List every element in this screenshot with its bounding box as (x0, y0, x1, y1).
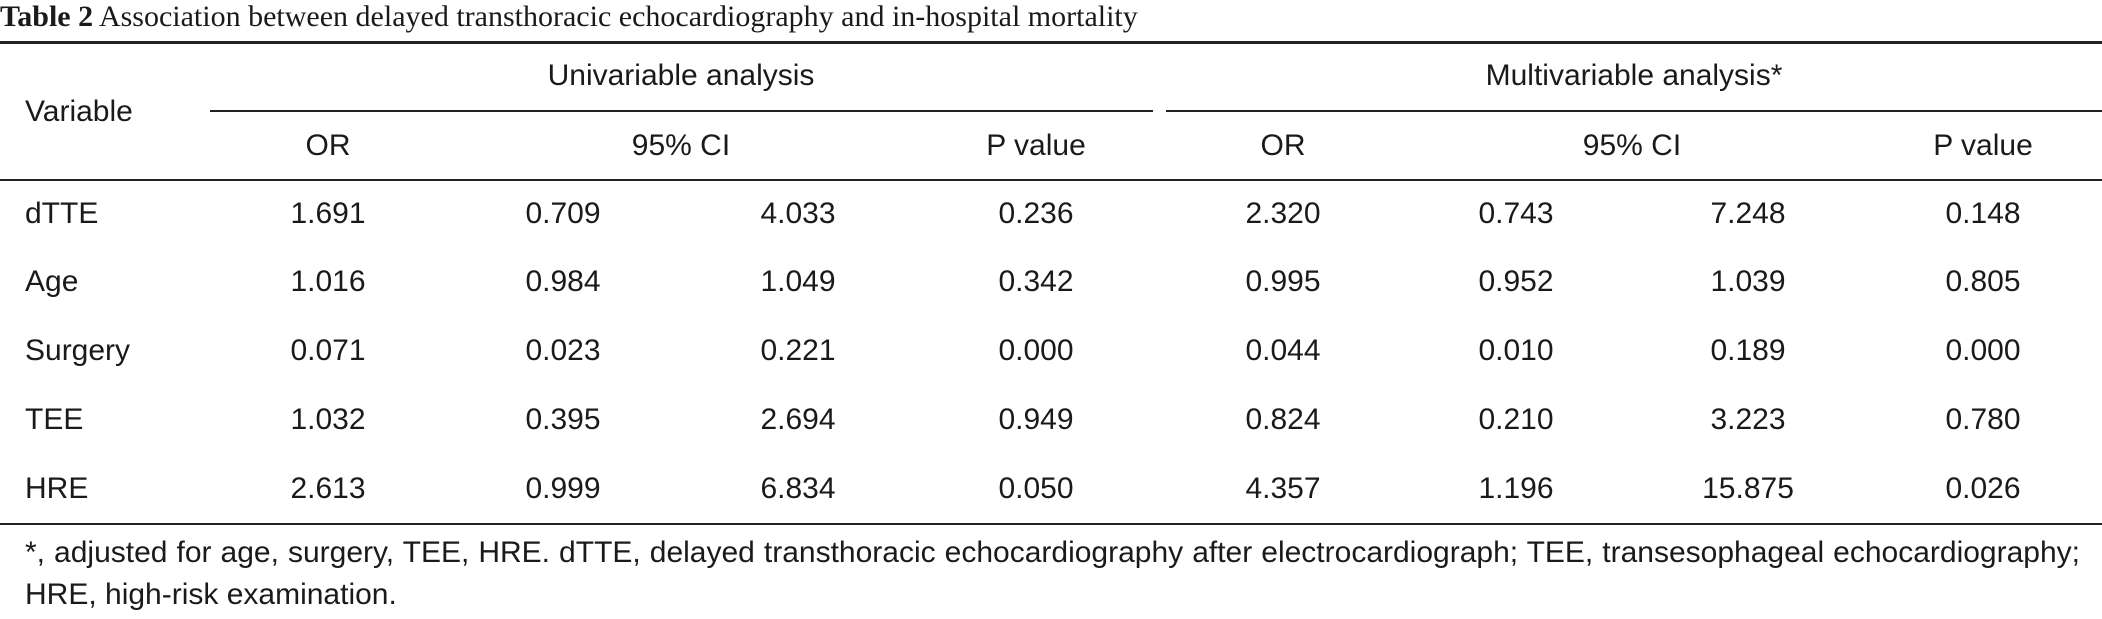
cell-multi-p: 0.000 (1945, 334, 2021, 367)
cell-multi-p: 0.780 (1945, 403, 2021, 436)
cell-variable: Surgery (25, 334, 131, 367)
cell-multi-ci-low: 1.196 (1478, 472, 1554, 505)
cell-uni-or: 0.071 (290, 334, 366, 367)
cell-uni-ci-low: 0.395 (525, 403, 601, 436)
table-label: Table 2 (0, 0, 94, 33)
cell-multi-ci-high: 3.223 (1710, 403, 1786, 436)
header-rule (0, 179, 2102, 181)
cell-multi-ci-high: 0.189 (1710, 334, 1786, 367)
header-or-univariable: OR (305, 129, 351, 162)
header-ci-univariable: 95% CI (631, 129, 731, 162)
cell-uni-ci-high: 1.049 (760, 265, 836, 298)
cell-uni-ci-high: 0.221 (760, 334, 836, 367)
cell-uni-or: 1.691 (290, 197, 366, 230)
cell-variable: Age (25, 265, 79, 298)
cell-variable: dTTE (25, 197, 99, 230)
cell-uni-p: 0.949 (998, 403, 1074, 436)
cell-multi-ci-high: 1.039 (1710, 265, 1786, 298)
cell-multi-p: 0.148 (1945, 197, 2021, 230)
cell-multi-or: 0.824 (1245, 403, 1321, 436)
header-or-multivariable: OR (1260, 129, 1306, 162)
table-title: Association between delayed transthoraci… (98, 0, 1138, 33)
cell-variable: HRE (25, 472, 89, 505)
cell-multi-or: 0.995 (1245, 265, 1321, 298)
header-p-univariable: P value (986, 129, 1086, 162)
cell-uni-ci-high: 6.834 (760, 472, 836, 505)
header-variable: Variable (25, 95, 133, 128)
cell-uni-ci-high: 4.033 (760, 197, 836, 230)
cell-multi-or: 2.320 (1245, 197, 1321, 230)
cell-uni-or: 1.016 (290, 265, 366, 298)
cell-uni-p: 0.000 (998, 334, 1074, 367)
cell-multi-or: 4.357 (1245, 472, 1321, 505)
cell-uni-ci-low: 0.709 (525, 197, 601, 230)
univariable-group-rule (210, 110, 1153, 112)
cell-multi-p: 0.805 (1945, 265, 2021, 298)
cell-multi-ci-low: 0.743 (1478, 197, 1554, 230)
cell-multi-ci-high: 7.248 (1710, 197, 1786, 230)
header-p-multivariable: P value (1933, 129, 2033, 162)
cell-uni-ci-low: 0.023 (525, 334, 601, 367)
header-multivariable: Multivariable analysis* (1485, 59, 1783, 92)
cell-uni-p: 0.236 (998, 197, 1074, 230)
cell-uni-ci-low: 0.984 (525, 265, 601, 298)
cell-multi-ci-high: 15.875 (1702, 472, 1794, 505)
table-caption: Table 2 Association between delayed tran… (0, 0, 1138, 40)
cell-multi-p: 0.026 (1945, 472, 2021, 505)
cell-uni-or: 2.613 (290, 472, 366, 505)
header-ci-multivariable: 95% CI (1582, 129, 1682, 162)
top-rule (0, 41, 2102, 44)
multivariable-group-rule (1166, 110, 2102, 112)
bottom-rule (0, 523, 2102, 525)
cell-uni-ci-high: 2.694 (760, 403, 836, 436)
cell-variable: TEE (25, 403, 84, 436)
cell-multi-ci-low: 0.010 (1478, 334, 1554, 367)
header-univariable: Univariable analysis (547, 59, 815, 92)
table-footnote: *, adjusted for age, surgery, TEE, HRE. … (25, 536, 2080, 611)
cell-uni-ci-low: 0.999 (525, 472, 601, 505)
cell-multi-ci-low: 0.952 (1478, 265, 1554, 298)
cell-uni-p: 0.342 (998, 265, 1074, 298)
cell-multi-ci-low: 0.210 (1478, 403, 1554, 436)
cell-multi-or: 0.044 (1245, 334, 1321, 367)
cell-uni-p: 0.050 (998, 472, 1074, 505)
cell-uni-or: 1.032 (290, 403, 366, 436)
